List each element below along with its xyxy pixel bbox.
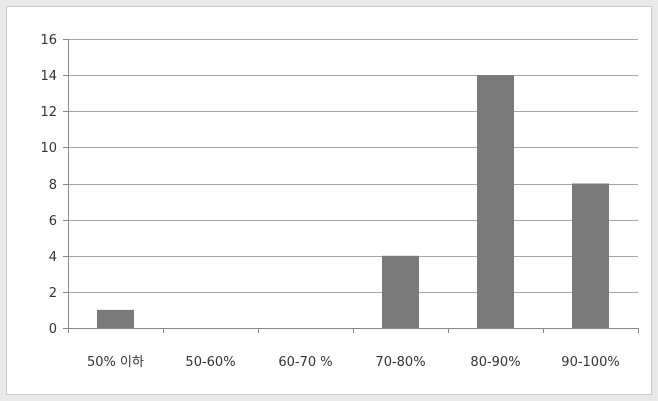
y-tick-label: 14 — [40, 69, 57, 84]
y-tick-label: 10 — [40, 141, 57, 156]
y-tick-label: 8 — [49, 178, 57, 193]
bar-4 — [477, 75, 514, 328]
y-tick-label: 6 — [49, 214, 57, 229]
bar-3 — [382, 255, 419, 329]
bar-5 — [572, 183, 609, 328]
y-tick-label: 16 — [40, 33, 57, 48]
x-tick-labels: 50% 이하 50-60% 60-70 % 70-80% 80-90% 90-100% — [87, 355, 620, 370]
y-tick-label: 12 — [40, 105, 57, 120]
x-tick-label: 90-100% — [561, 355, 619, 370]
gridlines — [68, 39, 638, 293]
x-tick-label: 60-70 % — [278, 355, 332, 370]
y-tick-labels: 0 2 4 6 8 10 12 14 16 — [40, 33, 57, 337]
x-tick-label: 50% 이하 — [87, 355, 144, 370]
y-tick-label: 2 — [49, 286, 57, 301]
y-tick-label: 4 — [49, 250, 57, 265]
bar-0 — [97, 309, 134, 328]
axes — [63, 39, 639, 333]
chart-frame — [6, 6, 652, 395]
x-tick-label: 50-60% — [185, 355, 235, 370]
x-tick-label: 80-90% — [470, 355, 520, 370]
bars — [97, 75, 609, 329]
y-tick-label: 0 — [49, 322, 57, 337]
x-tick-label: 70-80% — [375, 355, 425, 370]
